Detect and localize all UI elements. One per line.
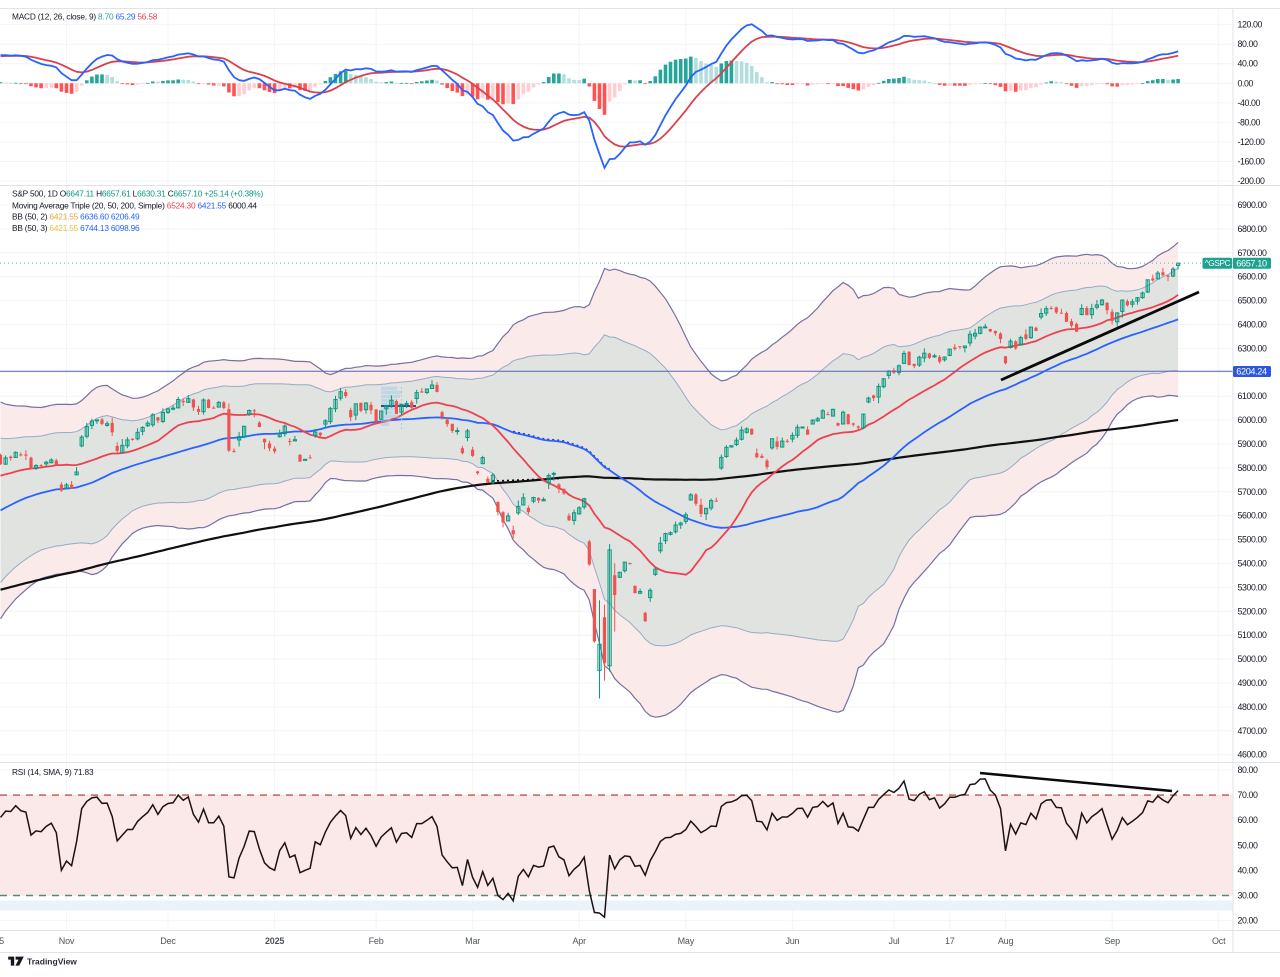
svg-text:-200.00: -200.00 — [1238, 176, 1266, 186]
svg-text:6300.00: 6300.00 — [1238, 343, 1268, 353]
svg-text:-120.00: -120.00 — [1238, 137, 1266, 147]
svg-text:-160.00: -160.00 — [1238, 157, 1266, 167]
svg-text:Nov: Nov — [59, 936, 75, 946]
svg-text:MACD (12, 26, close, 9) 8.70 6: MACD (12, 26, close, 9) 8.70 65.29 56.58 — [12, 12, 158, 22]
svg-text:80.00: 80.00 — [1238, 39, 1259, 49]
svg-text:5200.00: 5200.00 — [1238, 606, 1268, 616]
svg-text:0.00: 0.00 — [1238, 78, 1254, 88]
svg-text:40.00: 40.00 — [1238, 59, 1259, 69]
svg-text:5600.00: 5600.00 — [1238, 511, 1268, 521]
svg-text:TradingView: TradingView — [27, 957, 77, 967]
svg-text:6900.00: 6900.00 — [1238, 200, 1268, 210]
svg-text:40.00: 40.00 — [1238, 865, 1259, 875]
svg-text:Jun: Jun — [785, 936, 799, 946]
svg-text:RSI (14, SMA, 9) 71.83: RSI (14, SMA, 9) 71.83 — [12, 767, 94, 777]
svg-text:Apr: Apr — [572, 936, 586, 946]
svg-text:17: 17 — [945, 936, 955, 946]
svg-text:4700.00: 4700.00 — [1238, 726, 1268, 736]
svg-text:Jul: Jul — [889, 936, 900, 946]
svg-text:4600.00: 4600.00 — [1238, 750, 1268, 760]
svg-text:5500.00: 5500.00 — [1238, 535, 1268, 545]
svg-text:5100.00: 5100.00 — [1238, 630, 1268, 640]
svg-text:5000.00: 5000.00 — [1238, 654, 1268, 664]
svg-text:4800.00: 4800.00 — [1238, 702, 1268, 712]
svg-text:6700.00: 6700.00 — [1238, 248, 1268, 258]
svg-text:Oct: Oct — [1212, 936, 1226, 946]
svg-text:30.00: 30.00 — [1238, 891, 1259, 901]
svg-text:-40.00: -40.00 — [1238, 98, 1261, 108]
svg-text:60.00: 60.00 — [1238, 815, 1259, 825]
svg-text:6600.00: 6600.00 — [1238, 272, 1268, 282]
svg-text:6204.24: 6204.24 — [1236, 367, 1267, 377]
svg-text:120.00: 120.00 — [1238, 20, 1263, 30]
svg-text:5800.00: 5800.00 — [1238, 463, 1268, 473]
svg-text:Feb: Feb — [369, 936, 384, 946]
svg-text:50.00: 50.00 — [1238, 840, 1259, 850]
svg-text:6657.10: 6657.10 — [1236, 258, 1267, 268]
svg-text:5400.00: 5400.00 — [1238, 559, 1268, 569]
svg-text:5300.00: 5300.00 — [1238, 582, 1268, 592]
svg-text:Aug: Aug — [998, 936, 1014, 946]
svg-text:-80.00: -80.00 — [1238, 117, 1261, 127]
svg-text:6400.00: 6400.00 — [1238, 320, 1268, 330]
svg-text:^GSPC: ^GSPC — [1205, 258, 1231, 268]
svg-text:BB (50, 2) 6421.55 6636.60 620: BB (50, 2) 6421.55 6636.60 6206.49 — [12, 212, 140, 222]
svg-text:BB (50, 3) 6421.55 6744.13 609: BB (50, 3) 6421.55 6744.13 6098.96 — [12, 223, 140, 233]
svg-text:6100.00: 6100.00 — [1238, 391, 1268, 401]
svg-text:5700.00: 5700.00 — [1238, 487, 1268, 497]
svg-text:Mar: Mar — [465, 936, 480, 946]
svg-text:70.00: 70.00 — [1238, 790, 1259, 800]
svg-text:80.00: 80.00 — [1238, 765, 1259, 775]
svg-text:6000.00: 6000.00 — [1238, 415, 1268, 425]
svg-text:6800.00: 6800.00 — [1238, 224, 1268, 234]
svg-text:Moving Average Triple (20, 50,: Moving Average Triple (20, 50, 200, Simp… — [12, 200, 257, 210]
svg-text:20.00: 20.00 — [1238, 916, 1259, 926]
svg-text:5: 5 — [0, 936, 4, 946]
svg-text:5900.00: 5900.00 — [1238, 439, 1268, 449]
svg-text:Sep: Sep — [1104, 936, 1120, 946]
svg-text:S&P 500, 1D O6647.11 H6657.61: S&P 500, 1D O6647.11 H6657.61 L6630.31 C… — [12, 188, 263, 198]
svg-text:May: May — [678, 936, 695, 946]
svg-text:6500.00: 6500.00 — [1238, 296, 1268, 306]
svg-text:Dec: Dec — [160, 936, 176, 946]
svg-text:4900.00: 4900.00 — [1238, 678, 1268, 688]
svg-text:2025: 2025 — [265, 936, 284, 946]
